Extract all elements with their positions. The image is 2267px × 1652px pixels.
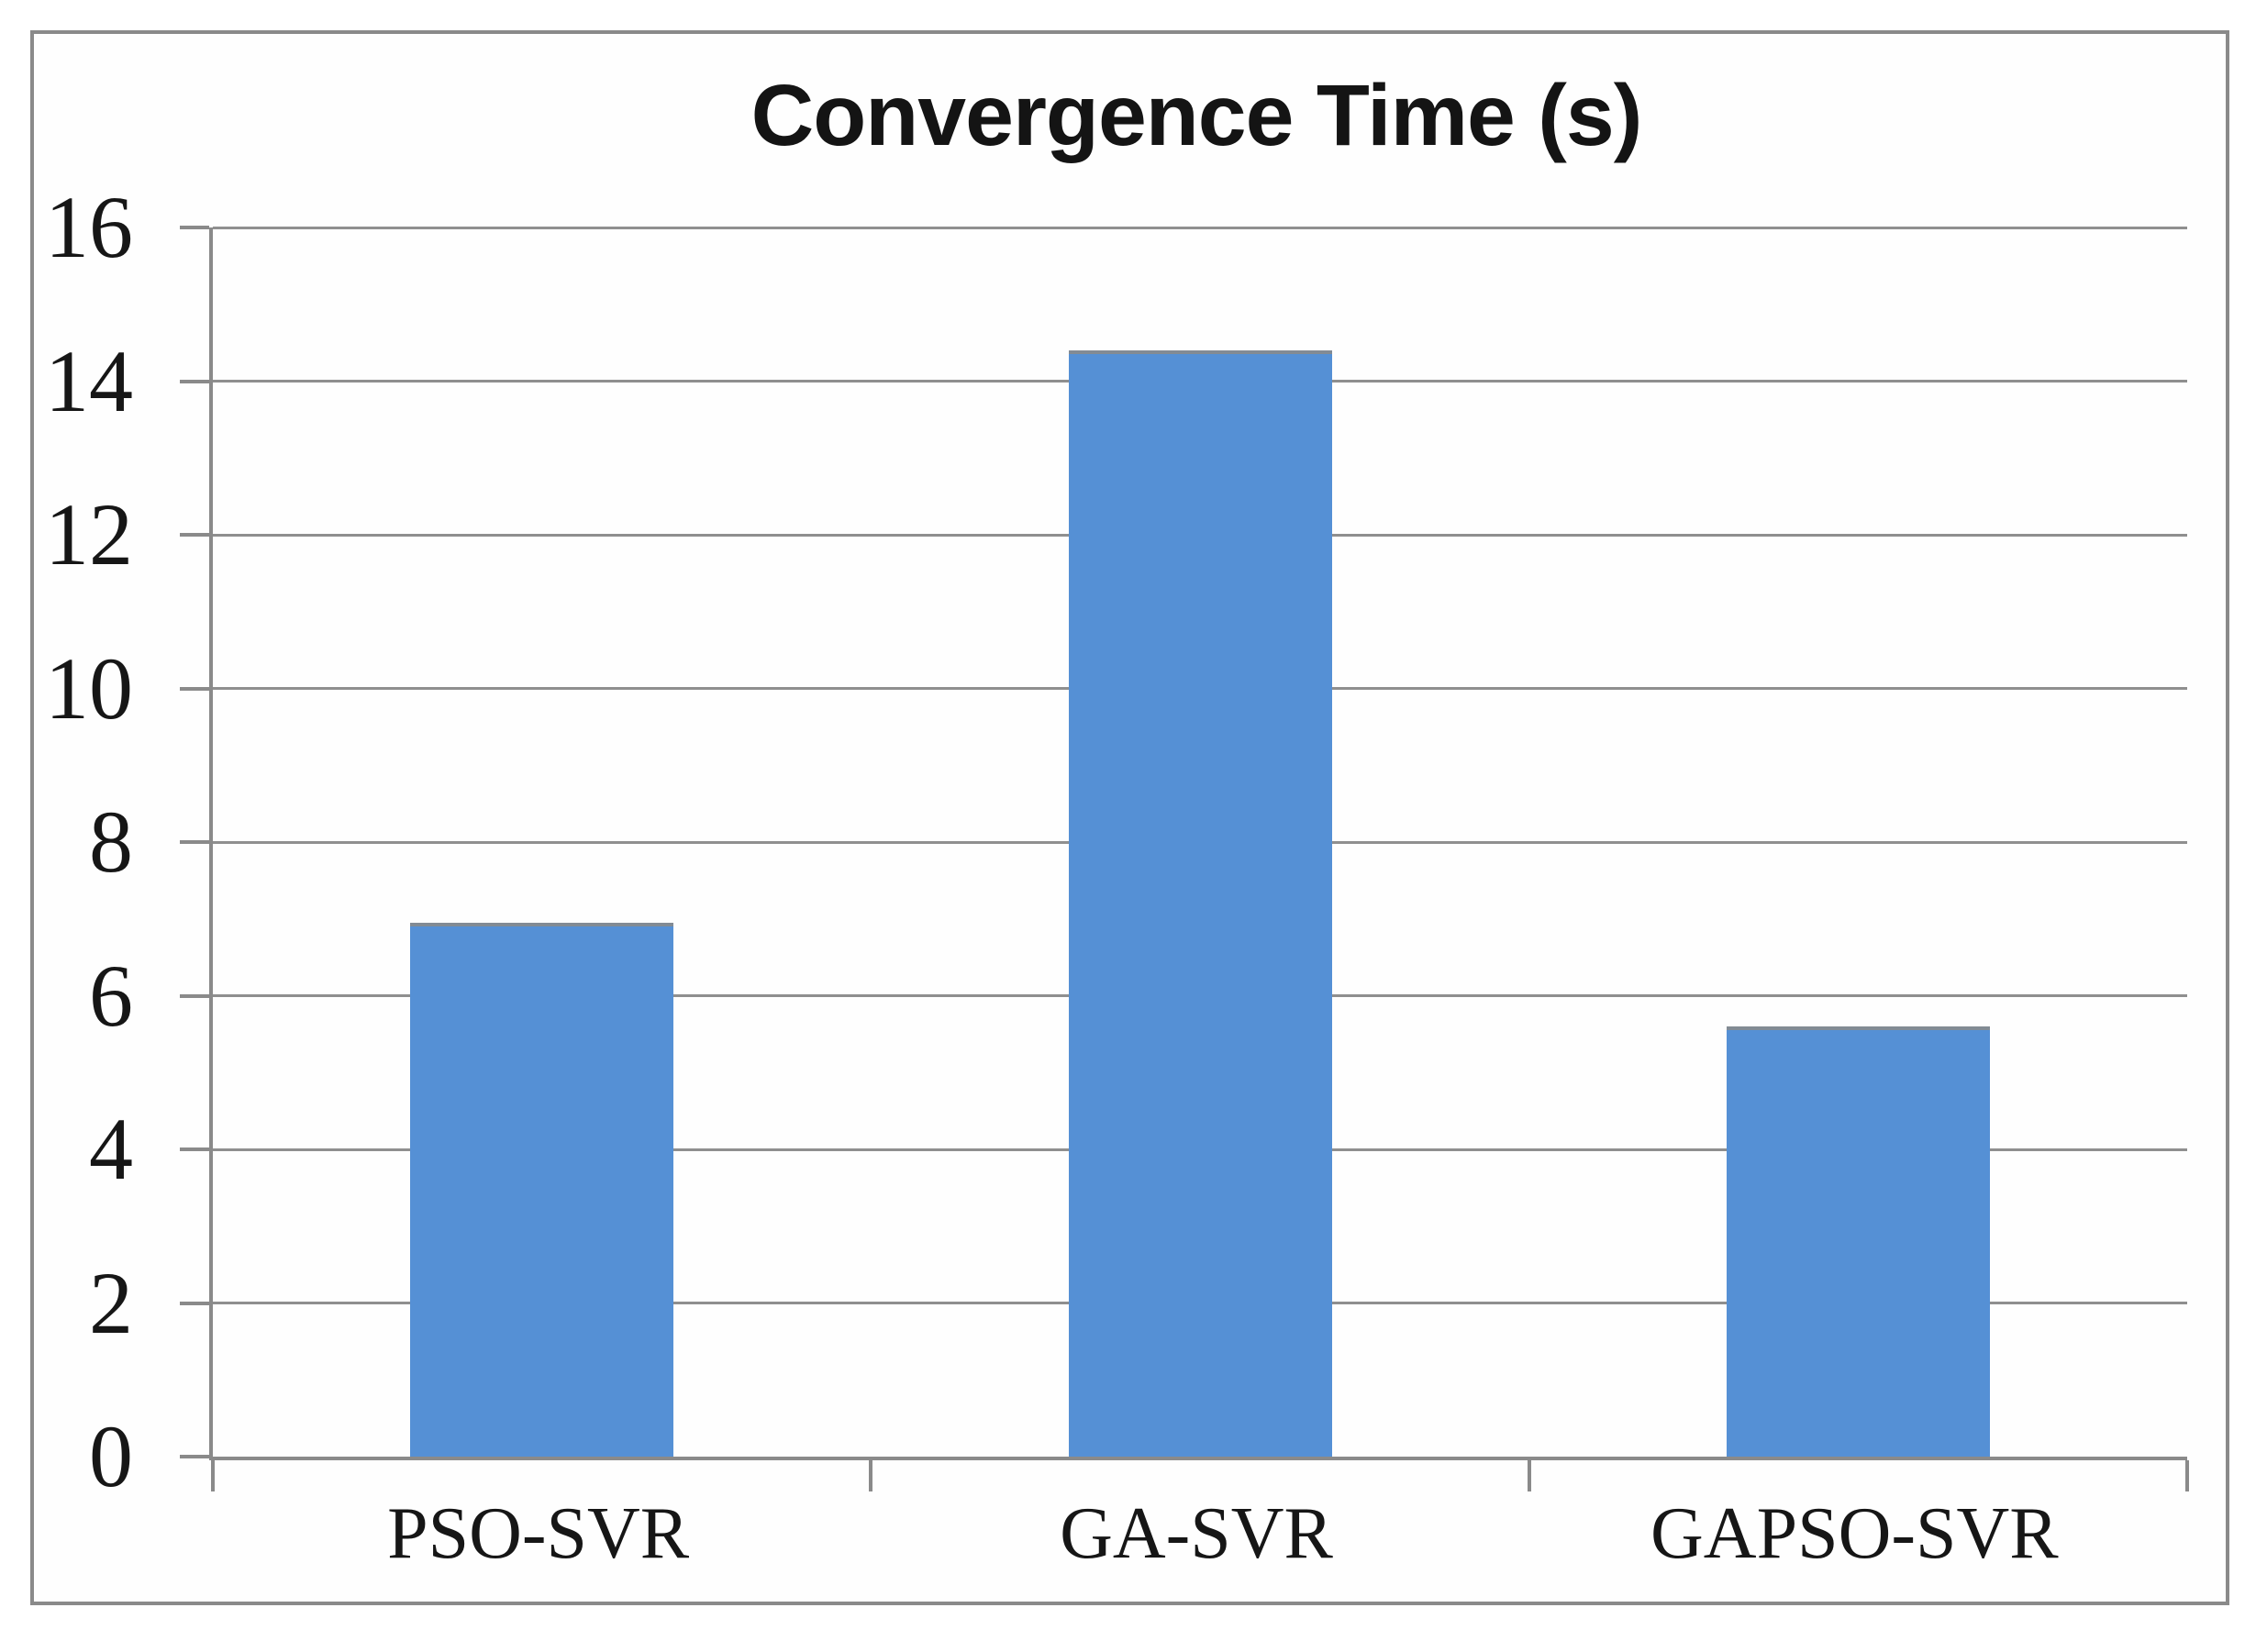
y-axis-tick-label: 2 xyxy=(89,1253,133,1352)
x-axis-category-label: GA-SVR xyxy=(1060,1493,1333,1574)
x-axis-category-label: PSO-SVR xyxy=(387,1493,690,1574)
y-axis-tick-label: 10 xyxy=(45,638,133,737)
x-axis-tick xyxy=(2185,1460,2189,1491)
y-axis-tick-label: 8 xyxy=(89,793,133,891)
x-axis-tick xyxy=(211,1460,215,1491)
y-axis-tick-label: 6 xyxy=(89,946,133,1045)
y-axis-tick xyxy=(180,993,209,998)
y-axis-tick-label: 14 xyxy=(45,331,133,430)
bar-pso-svr xyxy=(410,922,674,1457)
x-axis-tick xyxy=(1527,1460,1531,1491)
plot-area xyxy=(180,226,2189,1491)
y-axis-tick xyxy=(180,226,209,229)
gridline xyxy=(213,226,2187,229)
y-axis-tick xyxy=(180,686,209,691)
y-axis-tick xyxy=(180,379,209,383)
x-axis-tick xyxy=(869,1460,873,1491)
bar-ga-svr xyxy=(1068,350,1332,1457)
bar-gapso-svr xyxy=(1726,1026,1990,1457)
x-axis-category-label: GAPSO-SVR xyxy=(1650,1493,2059,1574)
y-axis-tick-label: 0 xyxy=(89,1407,133,1505)
y-axis-tick xyxy=(180,1301,209,1305)
chart-title: Convergence Time (s) xyxy=(750,67,1643,164)
y-axis-tick-label: 4 xyxy=(89,1100,133,1198)
y-axis-tick-label: 16 xyxy=(45,178,133,276)
y-axis-tick-label: 12 xyxy=(45,485,133,583)
y-axis-tick xyxy=(180,1455,209,1458)
y-axis-tick xyxy=(180,533,209,537)
y-axis-tick xyxy=(180,840,209,844)
y-axis-tick xyxy=(180,1148,209,1151)
